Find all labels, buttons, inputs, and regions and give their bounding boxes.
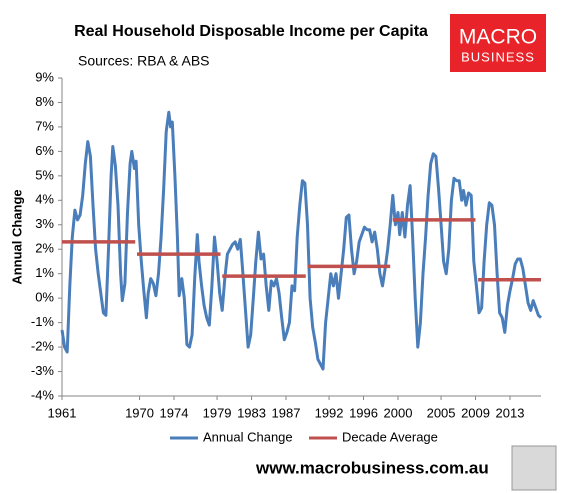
x-tick-label: 1970 xyxy=(125,405,154,420)
x-tick-label: 1983 xyxy=(237,405,266,420)
logo-icon xyxy=(511,445,557,491)
y-axis-label: Annual Change xyxy=(9,189,24,284)
legend-label: Annual Change xyxy=(203,429,293,444)
x-tick-label: 1979 xyxy=(203,405,232,420)
x-tick-label: 2000 xyxy=(384,405,413,420)
y-tick-label: -1% xyxy=(31,314,55,329)
y-tick-label: 6% xyxy=(35,143,54,158)
x-tick-label: 1961 xyxy=(48,405,77,420)
x-tick-label: 2013 xyxy=(496,405,525,420)
y-tick-label: 2% xyxy=(35,241,54,256)
y-tick-label: 3% xyxy=(35,216,54,231)
y-tick-label: 0% xyxy=(35,290,54,305)
legend-label: Decade Average xyxy=(342,429,438,444)
y-tick-label: 7% xyxy=(35,118,54,133)
logo-text: BUSINESS xyxy=(461,49,535,64)
x-tick-label: 1987 xyxy=(272,405,301,420)
x-tick-label: 2009 xyxy=(461,405,490,420)
x-tick-label: 1992 xyxy=(315,405,344,420)
y-tick-label: -4% xyxy=(31,387,55,402)
y-tick-label: 4% xyxy=(35,192,54,207)
y-tick-label: 5% xyxy=(35,167,54,182)
y-tick-label: 8% xyxy=(35,94,54,109)
y-tick-label: 1% xyxy=(35,265,54,280)
logo-text: MACRO xyxy=(459,26,537,49)
chart-subtitle: Sources: RBA & ABS xyxy=(78,53,210,69)
x-tick-label: 2005 xyxy=(427,405,456,420)
x-tick-label: 1996 xyxy=(349,405,378,420)
data-line xyxy=(60,110,543,371)
chart-title: Real Household Disposable Income per Cap… xyxy=(74,23,428,40)
logo-box xyxy=(450,14,546,72)
y-tick-label: 9% xyxy=(35,69,54,84)
x-tick-label: 1974 xyxy=(160,405,189,420)
source-url: www.macrobusiness.com.au xyxy=(255,458,489,477)
y-tick-label: -3% xyxy=(31,363,55,378)
data-line xyxy=(62,218,541,282)
y-tick-label: -2% xyxy=(31,339,55,354)
